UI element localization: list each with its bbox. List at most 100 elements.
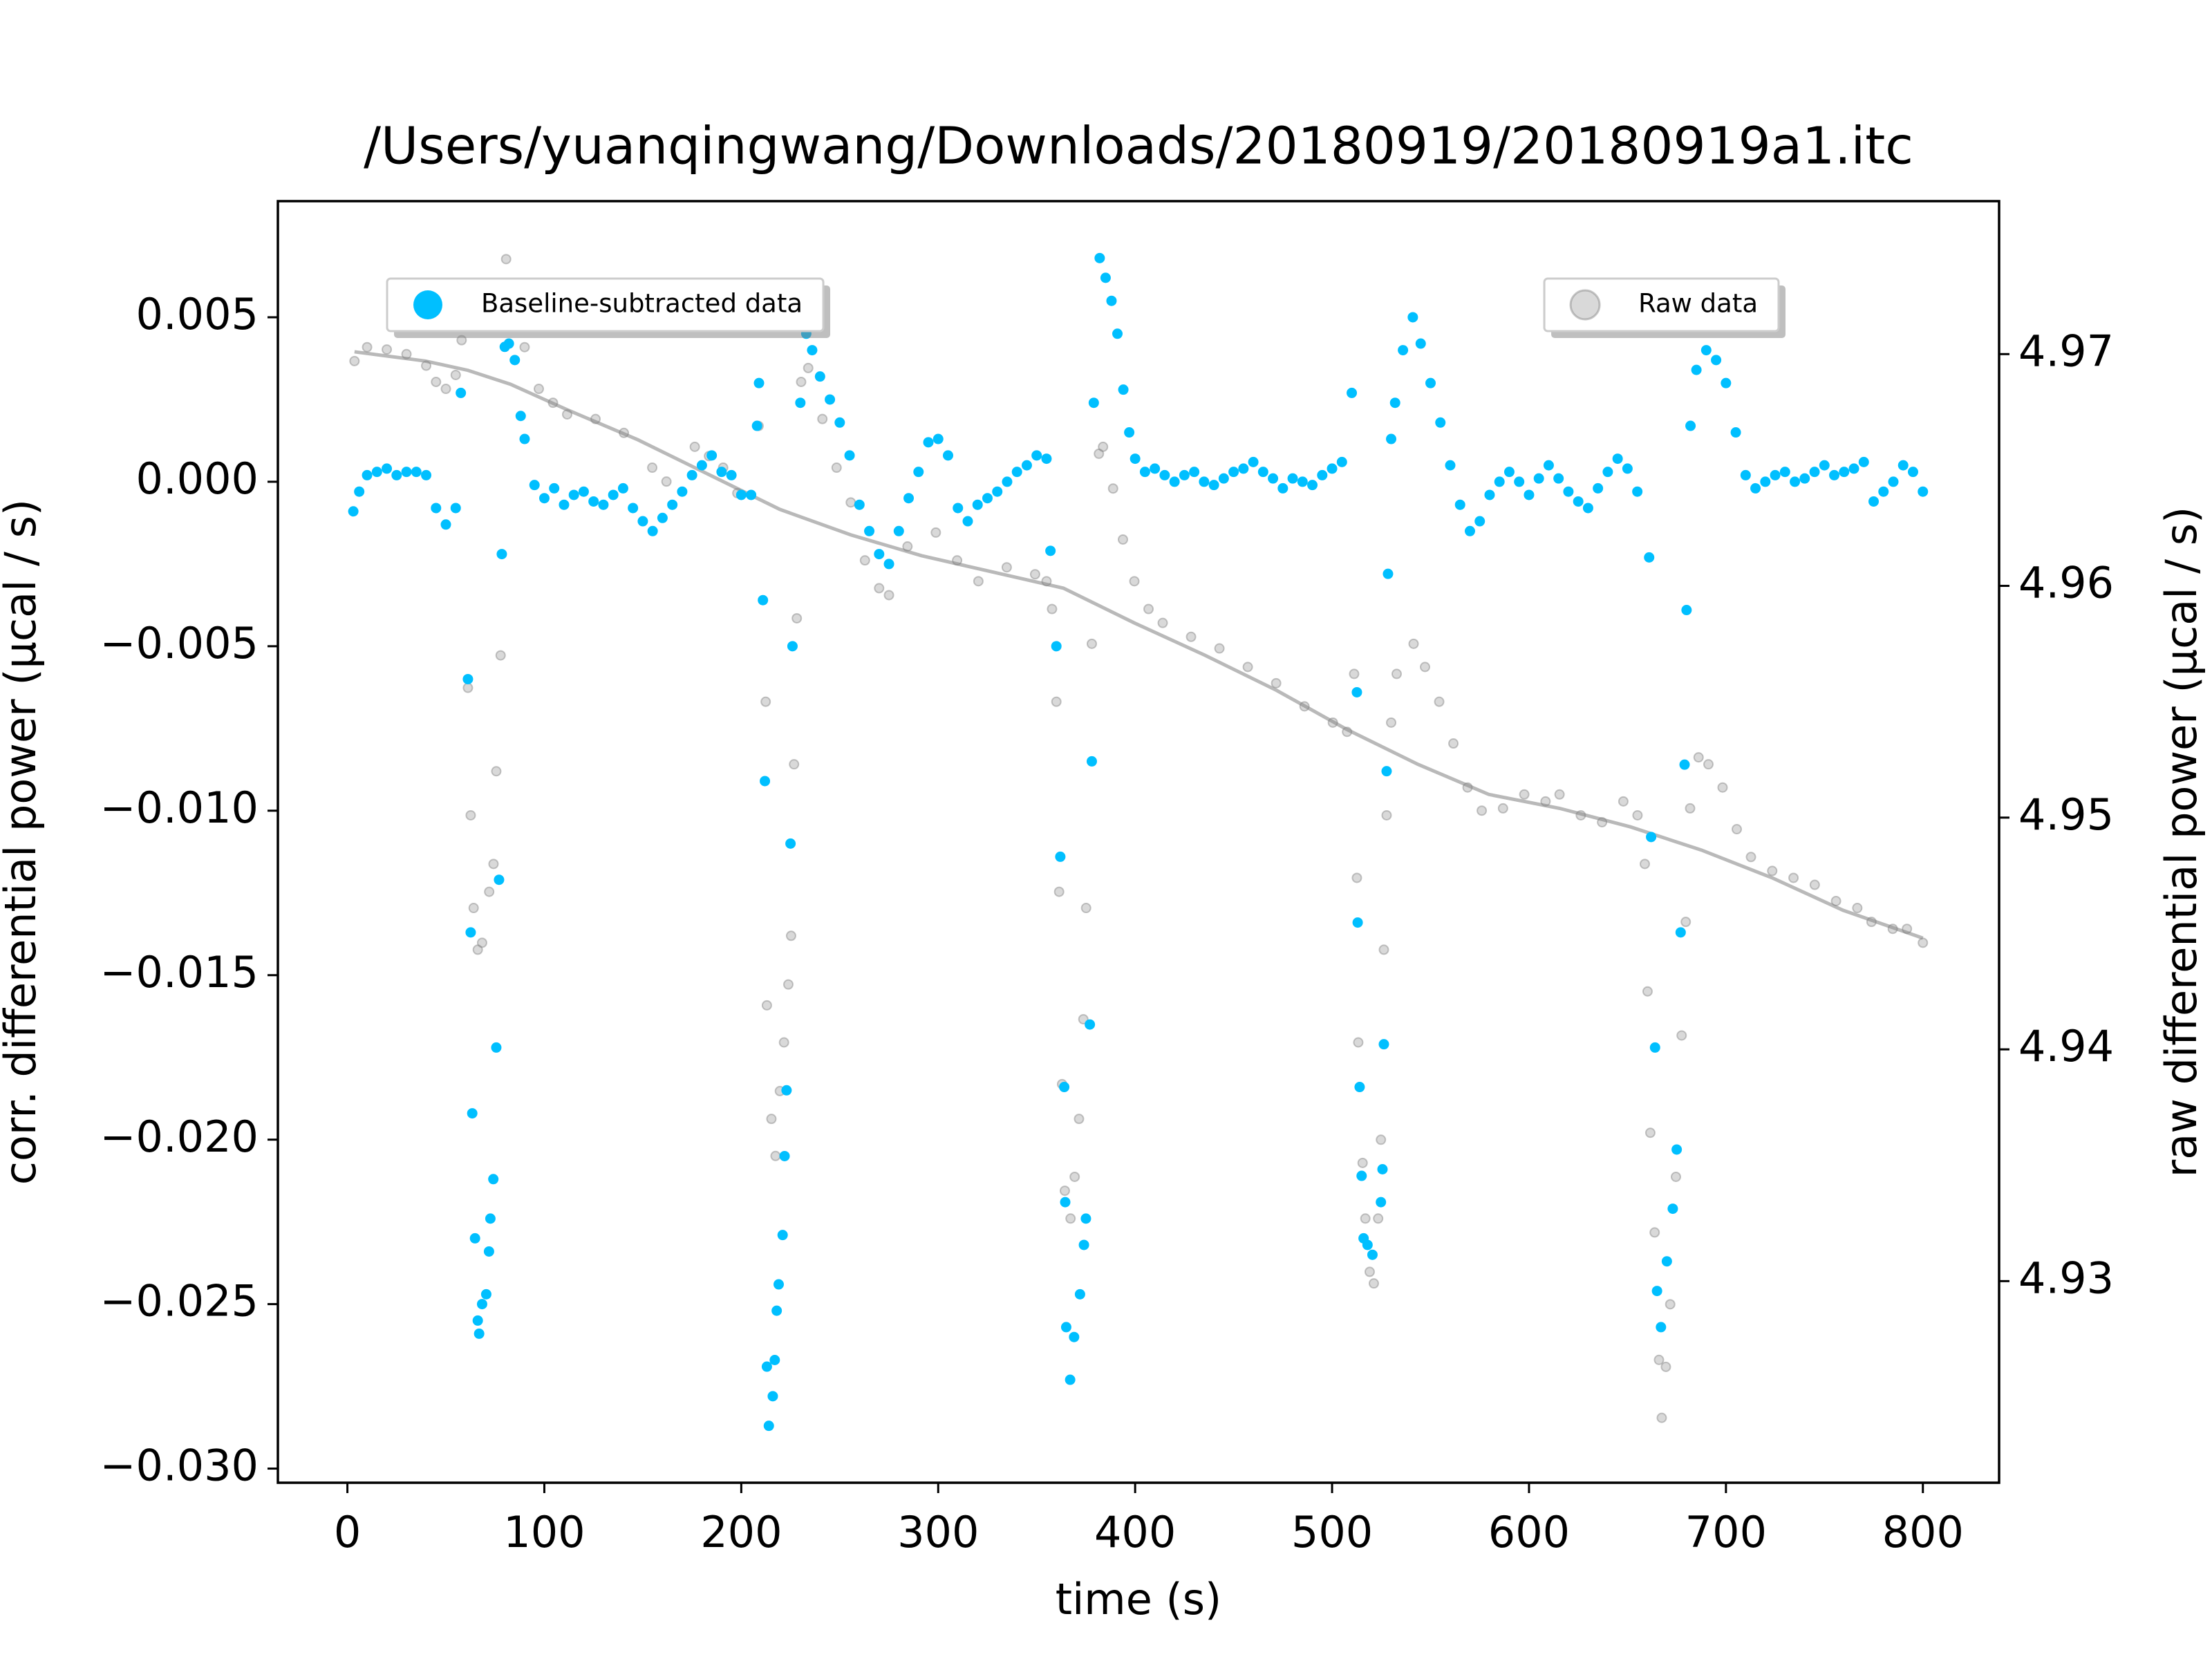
point <box>735 489 747 500</box>
raw-point <box>1074 1114 1085 1125</box>
point <box>1533 473 1544 484</box>
point <box>1646 832 1657 843</box>
point <box>1078 1239 1089 1250</box>
point <box>1169 476 1180 487</box>
legend: Baseline-subtracted data <box>386 277 831 338</box>
raw-point <box>766 1114 777 1125</box>
point <box>657 512 668 523</box>
x-tick-label: 600 <box>1488 1507 1570 1557</box>
point <box>496 549 507 560</box>
point <box>348 506 359 517</box>
raw-point <box>1029 569 1040 580</box>
point <box>1407 312 1418 323</box>
raw-point <box>1107 483 1118 494</box>
point <box>1055 851 1066 862</box>
raw-point <box>1519 789 1530 800</box>
point <box>1378 1039 1389 1050</box>
raw-point <box>1069 1171 1080 1182</box>
raw-point <box>491 766 502 777</box>
raw-point <box>484 886 495 897</box>
point <box>1888 476 1899 487</box>
raw-point <box>1693 752 1704 763</box>
point <box>476 1299 487 1310</box>
plot-frame <box>276 200 2000 1484</box>
raw-point <box>789 759 800 770</box>
point <box>1189 467 1200 478</box>
raw-point <box>1386 717 1397 728</box>
raw-point <box>1703 759 1714 770</box>
raw-point <box>1497 803 1508 814</box>
point <box>465 927 476 938</box>
point <box>1563 486 1574 497</box>
raw-point <box>1364 1266 1375 1277</box>
raw-point <box>533 384 544 395</box>
point <box>746 489 757 500</box>
point <box>1868 496 1880 507</box>
chart-title: /Users/yuanqingwang/Downloads/20180919/2… <box>364 117 1913 176</box>
raw-point <box>1360 1213 1371 1224</box>
point <box>1661 1256 1672 1267</box>
point <box>992 486 1003 497</box>
y2-tick-label: 4.93 <box>2018 1253 2114 1303</box>
point <box>834 417 845 428</box>
point <box>1454 499 1465 510</box>
point <box>1327 463 1338 474</box>
point <box>1011 467 1022 478</box>
point <box>1356 1170 1367 1181</box>
point <box>1573 496 1584 507</box>
point <box>1354 1082 1365 1093</box>
point <box>1045 545 1056 556</box>
point <box>1593 482 1604 494</box>
point <box>781 1085 792 1096</box>
point <box>456 387 467 398</box>
raw-point <box>1477 805 1488 816</box>
point <box>1287 473 1298 484</box>
point <box>1809 467 1820 478</box>
raw-point <box>874 583 885 594</box>
point <box>469 1232 480 1244</box>
x-tick-label: 800 <box>1882 1507 1964 1557</box>
point <box>617 482 628 494</box>
y-tick-label: −0.030 <box>100 1441 259 1491</box>
point <box>1711 355 1722 366</box>
point <box>1094 252 1105 263</box>
point <box>488 1174 499 1185</box>
point <box>1829 469 1840 480</box>
point <box>982 493 993 504</box>
raw-point <box>1242 662 1253 673</box>
point <box>1908 467 1918 478</box>
point <box>1085 1019 1096 1030</box>
point <box>893 525 904 536</box>
raw-point <box>796 377 807 388</box>
point <box>1679 759 1690 770</box>
point <box>1667 1203 1678 1215</box>
point <box>1376 1197 1387 1208</box>
raw-point <box>1788 872 1799 883</box>
raw-point <box>689 441 700 452</box>
point <box>769 1354 780 1365</box>
point <box>773 1279 784 1290</box>
point <box>450 503 461 514</box>
raw-point <box>1376 1134 1387 1145</box>
point <box>1681 605 1692 616</box>
point <box>706 450 718 461</box>
raw-point <box>431 377 442 388</box>
legend: Raw data <box>1543 277 1785 338</box>
point <box>1415 338 1426 349</box>
x-tick-label: 500 <box>1291 1507 1373 1557</box>
point <box>1317 469 1328 480</box>
point <box>1760 476 1771 487</box>
point <box>1790 476 1801 487</box>
point <box>1041 453 1052 465</box>
point <box>1100 272 1111 283</box>
point <box>1651 1286 1662 1297</box>
point <box>913 467 924 478</box>
x-tick-label: 300 <box>897 1507 979 1557</box>
raw-point <box>472 944 483 955</box>
point <box>1088 397 1099 409</box>
raw-point <box>468 903 479 914</box>
point <box>1632 486 1643 497</box>
point <box>1362 1239 1373 1250</box>
point <box>751 420 762 431</box>
